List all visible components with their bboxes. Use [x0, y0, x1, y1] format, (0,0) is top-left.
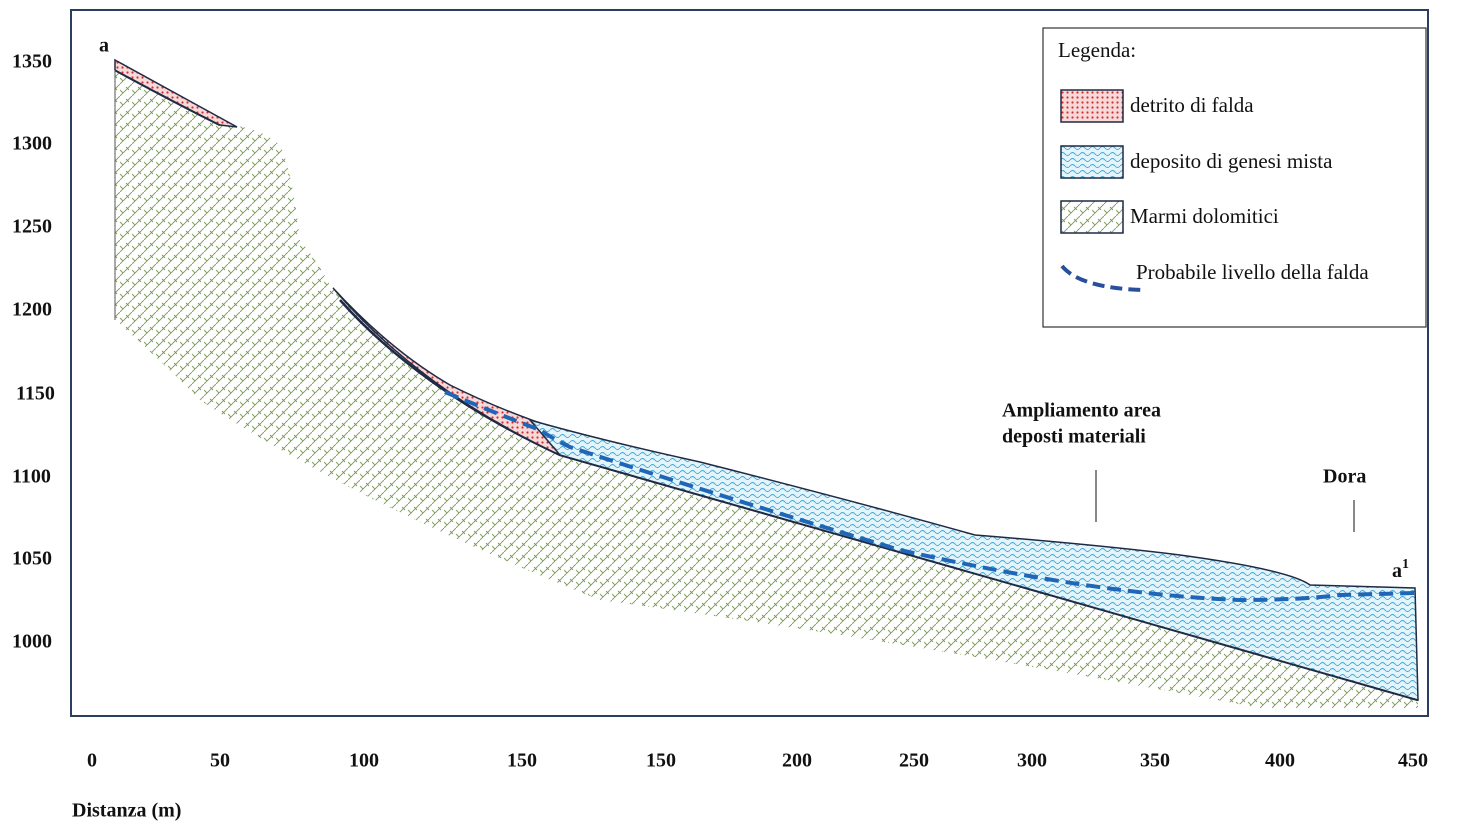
- x-tick-label: 450: [1398, 750, 1428, 772]
- label-a: a: [99, 35, 109, 57]
- bedrock: [115, 70, 1418, 708]
- mixed-deposit: [527, 418, 1419, 702]
- swatch: [1060, 89, 1124, 123]
- swatch: [1060, 200, 1124, 234]
- x-tick-label: 250: [899, 750, 929, 772]
- y-tick-label: 1200: [12, 299, 52, 321]
- legend-title: Legenda:: [1058, 38, 1136, 62]
- y-tick-label: 1100: [12, 466, 51, 488]
- y-tick-label: 1250: [12, 216, 52, 238]
- y-tick-label: 1300: [12, 133, 52, 155]
- water-table: [444, 390, 1416, 603]
- swatch: [1060, 264, 1144, 292]
- x-tick-label: 350: [1140, 750, 1170, 772]
- y-tick-label: 1000: [12, 631, 52, 653]
- annotation: Dora: [1323, 466, 1366, 488]
- legend-item: Marmi dolomitici: [1130, 204, 1279, 228]
- x-tick-label: 150: [507, 750, 537, 772]
- annotation: deposti materiali: [1002, 426, 1146, 448]
- annotation: Ampliamento area: [1002, 400, 1161, 422]
- x-tick-label: 400: [1265, 750, 1295, 772]
- legend-item: Probabile livello della falda: [1136, 260, 1369, 284]
- detritus-1: [114, 58, 238, 128]
- swatch: [1060, 145, 1124, 179]
- x-tick-label: 300: [1017, 750, 1047, 772]
- legend-item: detrito di falda: [1130, 93, 1254, 117]
- x-axis-title: Distanza (m): [72, 800, 181, 822]
- x-tick-label: 100: [349, 750, 379, 772]
- legend-item: deposito di genesi mista: [1130, 149, 1333, 173]
- x-tick-label: 150: [646, 750, 676, 772]
- x-tick-label: 0: [87, 750, 97, 772]
- y-tick-label: 1350: [12, 51, 52, 73]
- legend: Legenda: detrito di falda deposito di ge…: [1042, 27, 1427, 328]
- label-a: a: [1392, 560, 1402, 582]
- y-tick-label: 1050: [12, 548, 52, 570]
- label-a1: a1: [1392, 557, 1409, 581]
- y-tick-label: 1150: [16, 383, 55, 405]
- superscript: 1: [1402, 557, 1409, 572]
- x-tick-label: 200: [782, 750, 812, 772]
- x-tick-label: 50: [210, 750, 230, 772]
